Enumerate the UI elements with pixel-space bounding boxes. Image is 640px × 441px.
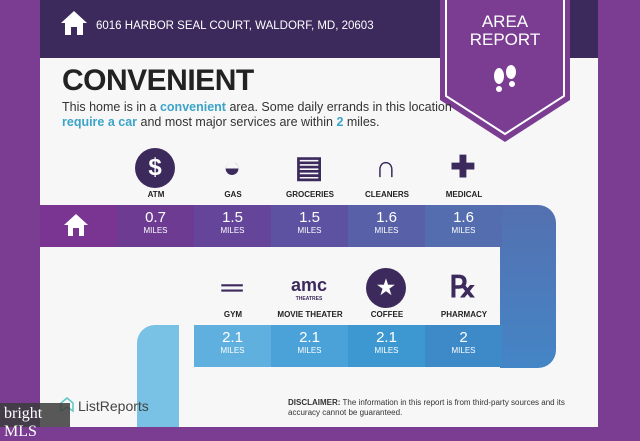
distance-cell-coffee: 2.1 MILES [348, 325, 425, 367]
category-label: GYM [223, 310, 243, 319]
distance-value: 2 [459, 329, 468, 346]
dollar-icon: $ [135, 148, 175, 188]
distance-unit: MILES [143, 226, 168, 235]
distance-cell-movie-theater: 2.1 MILES [271, 325, 348, 367]
category-label: PHARMACY [440, 310, 488, 319]
distance-cell-pharmacy: 2 MILES [425, 325, 502, 367]
amc-logo: amc THEATRES [290, 275, 328, 302]
page-title: CONVENIENT [62, 64, 254, 97]
distance-cell-atm: 0.7 MILES [117, 205, 194, 247]
distance-unit: MILES [297, 346, 322, 355]
badge-line1: AREA [481, 12, 529, 31]
distance-value: 2.1 [222, 329, 243, 346]
home-icon [61, 11, 87, 35]
distance-cell-medical: 1.6 MILES [425, 205, 502, 247]
starbucks-logo: ★ [366, 268, 406, 308]
shell-icon: ◒ [222, 151, 242, 184]
area-report-badge: AREA REPORT [440, 0, 570, 142]
disclaimer: DISCLAIMER: The information in this repo… [288, 398, 565, 417]
badge-line2: REPORT [469, 30, 541, 49]
footprints-icon [494, 65, 516, 92]
grocery-basket-icon: ▤ [294, 151, 324, 184]
category-label: COFFEE [370, 310, 404, 319]
category-label: CLEANERS [364, 190, 409, 199]
distance-unit: MILES [374, 226, 399, 235]
distance-cell-cleaners: 1.6 MILES [348, 205, 425, 247]
distance-value: 1.5 [222, 209, 243, 226]
description: This home is in a convenient area. Some … [62, 100, 452, 129]
distance-value: 1.6 [453, 209, 474, 226]
category-label: MEDICAL [445, 190, 483, 199]
distance-unit: MILES [451, 226, 476, 235]
distance-value: 2.1 [376, 329, 397, 346]
distance-cell-gym: 2.1 MILES [194, 325, 271, 367]
category-label: GROCERIES [285, 190, 334, 199]
path-curve-left [137, 325, 179, 427]
distance-value: 0.7 [145, 209, 166, 226]
category-label: MOVIE THEATER [277, 310, 343, 319]
path-inset [179, 368, 209, 427]
hanger-icon: ∩ [375, 151, 397, 184]
path-curve-right [500, 205, 556, 368]
distance-value: 2.1 [299, 329, 320, 346]
distance-unit: MILES [220, 226, 245, 235]
category-label: ATM [147, 190, 165, 199]
rx-icon: ℞ [449, 271, 477, 304]
dumbbell-icon: ═ [221, 271, 243, 304]
bright-mls-watermark: bright MLS [0, 403, 70, 440]
listreports-brand: ListReports [78, 398, 149, 414]
distance-value: 1.6 [376, 209, 397, 226]
distance-unit: MILES [297, 226, 322, 235]
distance-cell-groceries: 1.5 MILES [271, 205, 348, 247]
home-icon [64, 214, 88, 236]
distance-unit: MILES [220, 346, 245, 355]
category-label: GAS [224, 190, 242, 199]
distance-value: 1.5 [299, 209, 320, 226]
distance-unit: MILES [374, 346, 399, 355]
property-address: 6016 HARBOR SEAL COURT, WALDORF, MD, 206… [96, 20, 374, 32]
distance-cell-gas: 1.5 MILES [194, 205, 271, 247]
medical-cross-icon: ✚ [450, 151, 476, 184]
distance-unit: MILES [451, 346, 476, 355]
